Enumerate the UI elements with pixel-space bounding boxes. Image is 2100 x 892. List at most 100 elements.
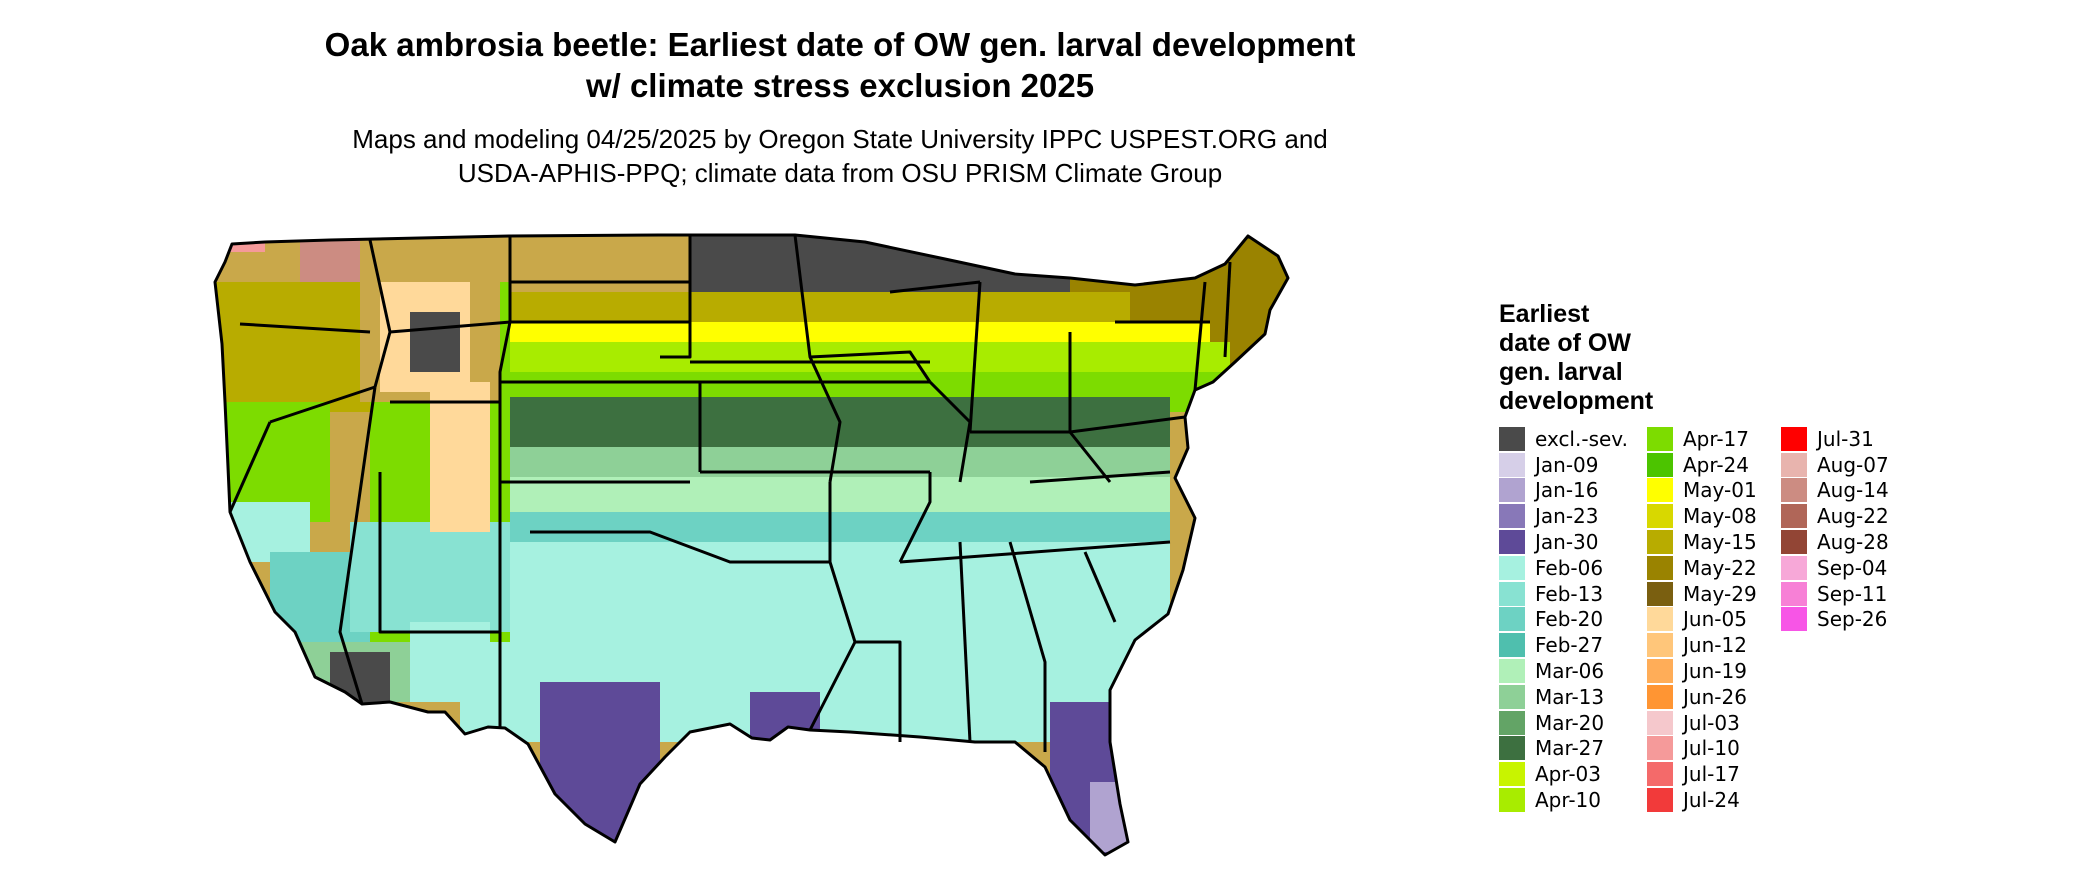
legend-title-line: date of OW: [1499, 329, 1631, 357]
legend-swatch: [1647, 581, 1673, 606]
legend-swatch: [1499, 426, 1525, 451]
legend-title-line: gen. larval: [1499, 358, 1623, 386]
legend-item: Mar-06: [1499, 658, 1628, 684]
legend-label: Jul-03: [1683, 710, 1740, 735]
legend-column-3: Jul-31 Aug-07 Aug-14 Aug-22 Aug-28 Sep-04 Sep-…: [1781, 426, 1889, 632]
us-map: [213, 233, 1290, 857]
legend-label: Mar-20: [1535, 710, 1605, 735]
title-line-1: Oak ambrosia beetle: Earliest date of OW…: [324, 26, 1356, 63]
legend-label: May-08: [1683, 504, 1757, 529]
legend-title-line: Earliest: [1499, 300, 1590, 328]
legend-item: Apr-17: [1647, 426, 1757, 452]
legend-label: Jun-12: [1683, 633, 1747, 658]
legend-swatch: [1499, 659, 1525, 684]
legend-swatch: [1499, 504, 1525, 529]
legend-item: Mar-20: [1499, 710, 1628, 736]
legend-swatch: [1781, 452, 1807, 477]
legend-label: Jan-23: [1535, 504, 1599, 529]
legend-swatch: [1499, 684, 1525, 709]
legend-label: May-22: [1683, 555, 1757, 580]
legend-item: May-01: [1647, 478, 1757, 504]
legend-swatch: [1647, 530, 1673, 555]
legend-swatch: [1781, 581, 1807, 606]
legend-label: Mar-06: [1535, 659, 1605, 684]
legend-item: May-08: [1647, 503, 1757, 529]
legend-label: May-01: [1683, 478, 1757, 503]
legend-item: Sep-11: [1781, 581, 1889, 607]
legend-swatch: [1781, 555, 1807, 580]
legend-swatch: [1499, 530, 1525, 555]
legend-item: Aug-07: [1781, 452, 1889, 478]
legend-item: Jul-03: [1647, 710, 1757, 736]
subtitle-line-1: Maps and modeling 04/25/2025 by Oregon S…: [352, 124, 1328, 154]
legend-label: Apr-24: [1683, 452, 1749, 477]
legend-swatch: [1499, 762, 1525, 787]
legend-label: May-15: [1683, 530, 1757, 555]
legend-label: Aug-07: [1817, 452, 1889, 477]
legend-label: Feb-27: [1535, 633, 1604, 658]
legend-item: Jun-26: [1647, 684, 1757, 710]
legend-swatch: [1647, 452, 1673, 477]
legend-item: Aug-14: [1781, 478, 1889, 504]
legend-swatch: [1499, 555, 1525, 580]
legend-swatch: [1647, 478, 1673, 503]
legend-item: Jun-05: [1647, 607, 1757, 633]
legend-item: Sep-04: [1781, 555, 1889, 581]
legend-item: Apr-10: [1499, 787, 1628, 813]
legend-swatch: [1781, 504, 1807, 529]
legend-label: May-29: [1683, 581, 1757, 606]
legend-swatch: [1647, 788, 1673, 813]
legend-label: Jan-16: [1535, 478, 1599, 503]
legend-item: May-22: [1647, 555, 1757, 581]
legend-item: Jul-17: [1647, 761, 1757, 787]
legend-label: Jun-19: [1683, 659, 1747, 684]
legend-swatch: [1781, 478, 1807, 503]
legend-item: Mar-27: [1499, 736, 1628, 762]
legend-swatch: [1647, 659, 1673, 684]
legend-column-1: excl.-sev. Jan-09 Jan-16 Jan-23 Jan-30 Feb-06…: [1499, 426, 1628, 813]
legend-swatch: [1499, 736, 1525, 761]
legend-label: Feb-06: [1535, 555, 1604, 580]
legend-swatch: [1499, 452, 1525, 477]
legend-title: Earliest date of OW gen. larval developm…: [1499, 300, 1653, 416]
legend-label: Apr-17: [1683, 426, 1749, 451]
legend-swatch: [1781, 607, 1807, 632]
legend-item: Feb-27: [1499, 632, 1628, 658]
legend-swatch: [1647, 684, 1673, 709]
legend-label: Jul-24: [1683, 788, 1740, 813]
legend-swatch: [1499, 607, 1525, 632]
legend-swatch: [1781, 530, 1807, 555]
legend-item: Feb-20: [1499, 607, 1628, 633]
legend-item: Aug-22: [1781, 503, 1889, 529]
legend-label: Aug-14: [1817, 478, 1889, 503]
legend-column-2: Apr-17 Apr-24 May-01 May-08 May-15 May-22 May-…: [1647, 426, 1757, 813]
legend-item: May-29: [1647, 581, 1757, 607]
legend-swatch: [1499, 581, 1525, 606]
legend-label: Jun-26: [1683, 684, 1747, 709]
title-line-2: w/ climate stress exclusion 2025: [585, 67, 1095, 104]
legend-item: Jan-09: [1499, 452, 1628, 478]
subtitle-line-2: USDA-APHIS-PPQ; climate data from OSU PR…: [457, 158, 1223, 188]
legend-item: Feb-06: [1499, 555, 1628, 581]
legend-swatch: [1647, 633, 1673, 658]
legend-swatch: [1499, 633, 1525, 658]
legend-item: Jan-30: [1499, 529, 1628, 555]
legend-label: Sep-04: [1817, 555, 1888, 580]
legend-swatch: [1647, 736, 1673, 761]
legend-label: Apr-03: [1535, 762, 1601, 787]
legend-label: Sep-26: [1817, 607, 1888, 632]
legend-swatch: [1647, 762, 1673, 787]
legend-swatch: [1499, 710, 1525, 735]
legend-item: Jul-31: [1781, 426, 1889, 452]
legend-label: Jul-10: [1683, 736, 1740, 761]
legend-label: Aug-28: [1817, 530, 1889, 555]
legend-label: Jul-31: [1817, 426, 1874, 451]
legend-title-line: development: [1499, 387, 1654, 415]
legend-label: Mar-13: [1535, 684, 1605, 709]
legend-item: Jul-10: [1647, 736, 1757, 762]
legend-item: Feb-13: [1499, 581, 1628, 607]
legend-item: Jun-12: [1647, 632, 1757, 658]
legend-label: Jan-09: [1535, 452, 1599, 477]
map-title: Oak ambrosia beetle: Earliest date of OW…: [200, 24, 1480, 106]
legend-swatch: [1647, 555, 1673, 580]
